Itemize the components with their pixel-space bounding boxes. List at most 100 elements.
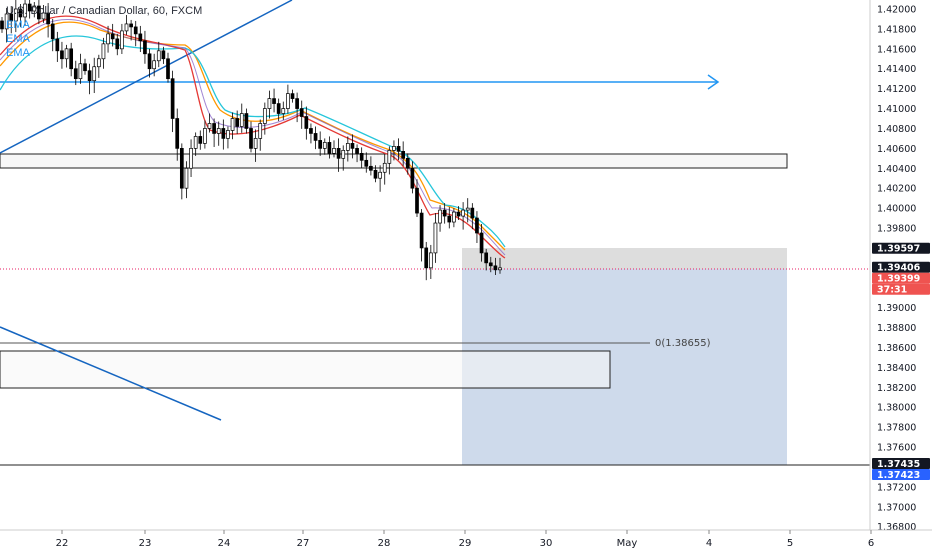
- candle: [179, 143, 184, 200]
- candle: [286, 84, 290, 114]
- candle: [442, 203, 447, 224]
- candle: [175, 108, 180, 161]
- price-tick-label: 1.37600: [877, 443, 916, 454]
- candle: [428, 244, 433, 279]
- price-tick-label: 1.40800: [877, 124, 916, 135]
- price-tick-label: 1.37000: [877, 502, 916, 513]
- candle: [221, 119, 226, 150]
- candle: [203, 120, 207, 149]
- candle: [281, 101, 286, 120]
- short-position-stop-zone[interactable]: [462, 248, 787, 269]
- candle: [73, 60, 78, 86]
- trend-line-up[interactable]: [0, 0, 293, 154]
- candle: [465, 198, 470, 223]
- price-tick-label: 1.38000: [877, 403, 916, 414]
- candle: [216, 121, 221, 146]
- indicator-ema-1[interactable]: EMA: [6, 19, 30, 31]
- candle: [138, 25, 143, 53]
- candle: [387, 146, 392, 175]
- price-tick-label: 1.41200: [877, 84, 916, 95]
- candle: [78, 53, 83, 84]
- candle: [46, 3, 50, 38]
- candle: [124, 14, 129, 35]
- candle: [133, 20, 138, 47]
- candle: [456, 206, 461, 221]
- candle: [327, 136, 332, 159]
- price-tick-label: 1.40000: [877, 204, 916, 215]
- candle: [4, 8, 9, 43]
- price-tick-label: 1.41000: [877, 104, 916, 115]
- candle: [359, 147, 364, 168]
- price-tick-label: 1.38400: [877, 363, 916, 374]
- candle: [479, 224, 484, 262]
- candle: [396, 138, 401, 161]
- candle: [488, 256, 493, 273]
- candle: [350, 134, 355, 159]
- candle: [382, 154, 387, 185]
- candle: [193, 132, 198, 156]
- candle: [336, 138, 341, 172]
- price-axis[interactable]: 1.42000 1.41800 1.41600 1.41400 1.41200 1.410…: [869, 0, 932, 533]
- candle: [87, 63, 92, 95]
- chart-legend: U.S. Dollar / Canadian Dollar, 60, FXCM …: [6, 4, 202, 60]
- candle: [198, 130, 203, 150]
- candle: [405, 153, 410, 175]
- date-axis[interactable]: 22 23 24 27 28 29 30 May 4 5 6: [0, 529, 932, 549]
- indicator-ema-2[interactable]: EMA: [6, 33, 30, 45]
- indicator-ema-3[interactable]: EMA: [6, 47, 30, 59]
- horizontal-ray[interactable]: [0, 74, 720, 90]
- date-tick-label: 24: [218, 538, 231, 549]
- candle: [147, 48, 152, 78]
- candle: [299, 100, 304, 129]
- price-tag-label: 1.39597: [877, 244, 920, 255]
- candle: [189, 139, 193, 178]
- candle: [493, 257, 498, 275]
- price-tick-label: 1.39800: [877, 224, 916, 235]
- trend-line-down[interactable]: [0, 326, 222, 421]
- candle: [50, 18, 55, 52]
- candle: [120, 23, 124, 54]
- candle: [461, 202, 465, 230]
- date-tick-label: 30: [540, 538, 553, 549]
- candle: [447, 207, 452, 229]
- resistance-zone[interactable]: [0, 153, 788, 169]
- price-tag-label: 1.37435: [877, 459, 920, 470]
- price-tag-label: 1.39399: [877, 274, 920, 285]
- candle: [161, 46, 166, 64]
- candle: [419, 209, 424, 262]
- price-tick-label: 1.42000: [877, 5, 916, 16]
- candle: [433, 213, 438, 263]
- candle: [212, 118, 216, 147]
- price-tag-label: 37:31: [877, 285, 907, 296]
- candle: [27, 0, 32, 19]
- candle: [438, 205, 442, 232]
- candle: [276, 98, 281, 122]
- date-tick-label: 5: [787, 538, 793, 549]
- ema-line-red: [0, 15, 506, 259]
- price-tick-label: 1.40600: [877, 144, 916, 155]
- price-tag: 1.39597: [872, 242, 930, 255]
- symbol-title[interactable]: U.S. Dollar / Canadian Dollar, 60, FXCM: [6, 5, 203, 17]
- candle: [392, 140, 396, 161]
- candle: [110, 23, 115, 47]
- price-tick-label: 1.38600: [877, 343, 916, 354]
- date-tick-label: 28: [378, 538, 391, 549]
- candle: [152, 53, 157, 77]
- candle: [249, 121, 253, 153]
- price-tick-label: 1.40400: [877, 164, 916, 175]
- candle: [318, 131, 323, 156]
- candle: [262, 102, 267, 135]
- candle: [364, 152, 369, 173]
- date-tick-label: 22: [56, 538, 69, 549]
- date-tick-label: 27: [297, 538, 310, 549]
- date-tick-label: 6: [868, 538, 874, 549]
- price-tag: 1.37435: [872, 457, 930, 470]
- support-zone[interactable]: [0, 350, 611, 389]
- price-tick-label: 1.37800: [877, 423, 916, 434]
- candle: [267, 90, 272, 119]
- candle: [230, 112, 235, 140]
- candle: [23, 0, 27, 26]
- candle: [322, 138, 327, 155]
- candle: [253, 129, 258, 162]
